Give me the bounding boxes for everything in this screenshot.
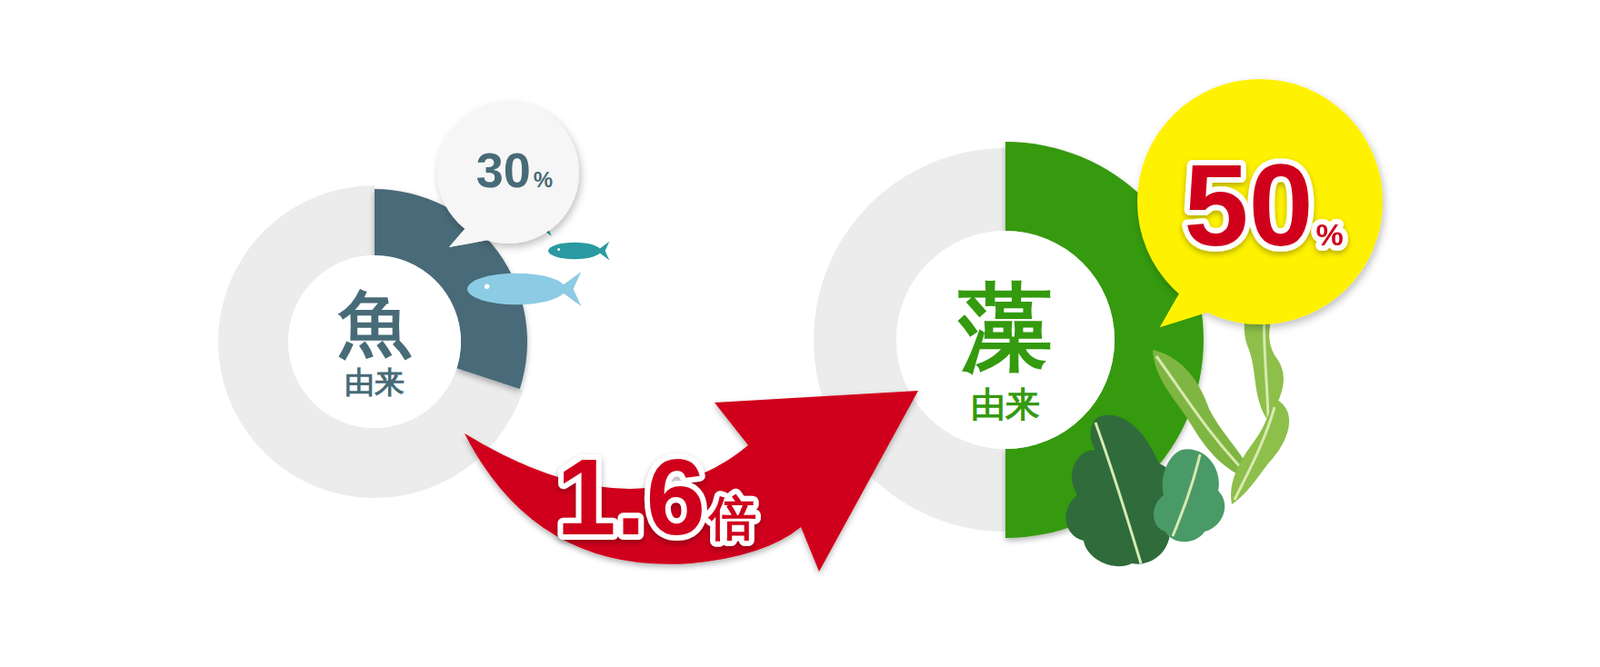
donut-subtitle: 由来 xyxy=(970,384,1040,425)
donut-hole xyxy=(896,230,1115,450)
data-label-unit: % xyxy=(1316,217,1344,252)
donut-title: 魚 xyxy=(337,281,412,367)
fish-eye xyxy=(484,284,490,290)
seaweed xyxy=(1153,449,1225,542)
data-label-number: 50 xyxy=(1183,140,1313,270)
data-label-number: 30 xyxy=(476,142,531,198)
bubble xyxy=(437,101,580,244)
seaweed-leaf xyxy=(1230,400,1290,505)
annotation-number: 1.6 xyxy=(556,437,706,558)
fish-body xyxy=(548,242,601,260)
arrow xyxy=(464,390,919,572)
value-bubble: 50% xyxy=(1137,79,1383,328)
seaweed-vein xyxy=(1234,407,1275,500)
bubble-tail xyxy=(1160,289,1224,328)
data-label: 50% xyxy=(1183,140,1344,270)
fish-tail xyxy=(557,271,581,307)
seaweed-leaf xyxy=(1153,449,1225,542)
seaweed xyxy=(1230,400,1290,505)
seaweed-vein xyxy=(1095,422,1141,564)
fish-icon xyxy=(467,271,581,307)
seaweed-leaf xyxy=(1065,415,1176,567)
donut-subtitle: 由来 xyxy=(344,364,405,400)
fish-tail xyxy=(596,241,610,260)
fish-icon xyxy=(548,241,610,260)
stage: 魚由来藻由来30%50%1.6倍 xyxy=(0,0,1600,667)
fish-body xyxy=(467,273,566,306)
bubble-tail xyxy=(449,221,499,248)
annotation: 1.6倍 xyxy=(556,437,757,558)
seaweed xyxy=(1065,415,1176,567)
annotation-unit: 倍 xyxy=(707,490,757,546)
data-label-unit: % xyxy=(533,167,553,192)
fish-eye xyxy=(557,248,560,251)
value-bubble: 30% xyxy=(437,101,580,248)
donut-title: 藻 xyxy=(957,271,1053,383)
seaweed-vein xyxy=(1172,454,1200,537)
bubble xyxy=(1137,79,1383,325)
donut-hole xyxy=(288,255,461,429)
data-label: 30% xyxy=(476,142,553,198)
